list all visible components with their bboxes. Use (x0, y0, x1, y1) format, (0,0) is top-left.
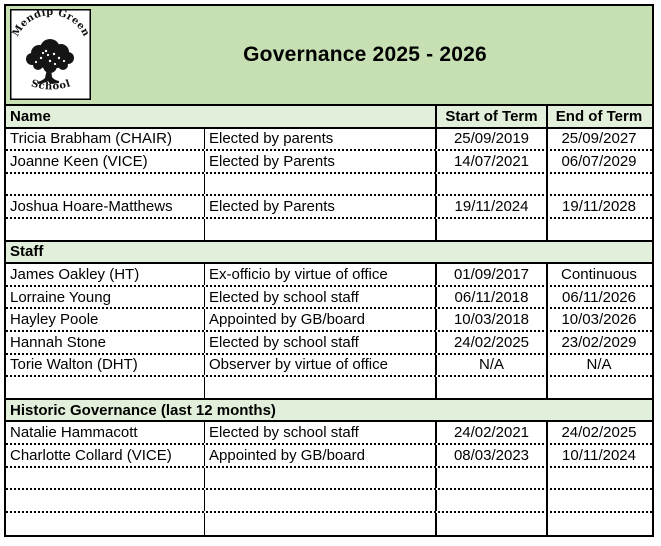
role-cell[interactable]: Elected by school staff (205, 331, 437, 353)
name-cell[interactable]: Tricia Brabham (CHAIR) (6, 128, 205, 150)
start-date-cell[interactable]: 08/03/2023 (437, 444, 548, 466)
start-date-cell[interactable] (437, 173, 548, 195)
table-row: James Oakley (HT) Ex-officio by virtue o… (6, 264, 652, 287)
end-date-cell[interactable] (548, 219, 650, 240)
table-row: Tricia Brabham (CHAIR) Elected by parent… (6, 128, 652, 152)
name-cell[interactable]: Joshua Hoare-Matthews (6, 196, 205, 217)
banner: Mendip Green School (6, 6, 652, 106)
start-date-cell[interactable] (437, 512, 548, 536)
name-cell[interactable] (6, 173, 205, 195)
table-header-row: Name Start of Term End of Term (6, 106, 652, 129)
role-cell[interactable] (205, 490, 437, 511)
start-date-cell[interactable]: 25/09/2019 (437, 128, 548, 150)
table-row-empty (6, 512, 652, 536)
end-date-cell[interactable] (548, 377, 650, 398)
role-cell[interactable]: Elected by Parents (205, 151, 437, 172)
section-label: Historic Governance (last 12 months) (10, 401, 276, 419)
start-date-cell[interactable] (437, 377, 548, 398)
table-row: Natalie Hammacott Elected by school staf… (6, 422, 652, 445)
end-date-cell[interactable] (548, 513, 650, 536)
start-date-cell[interactable]: N/A (437, 354, 548, 376)
table-row: Joshua Hoare-Matthews Elected by Parents… (6, 196, 652, 219)
table-row: Joanne Keen (VICE) Elected by Parents 14… (6, 151, 652, 174)
end-date-cell[interactable]: 06/07/2029 (561, 152, 637, 170)
end-date-cell[interactable] (548, 490, 650, 511)
name-cell[interactable]: James Oakley (HT) (6, 264, 205, 285)
end-date-cell[interactable]: 06/11/2026 (562, 288, 636, 306)
role-cell[interactable]: Appointed by GB/board (205, 309, 437, 330)
table-row: Hannah Stone Elected by school staff 24/… (6, 331, 652, 355)
role-cell[interactable]: Elected by school staff (205, 422, 437, 443)
name-cell[interactable] (6, 490, 205, 511)
start-date-cell[interactable]: 14/07/2021 (437, 151, 548, 172)
name-cell[interactable] (6, 218, 205, 240)
table-row-empty (6, 377, 652, 400)
role-cell[interactable]: Appointed by GB/board (205, 444, 437, 466)
end-date-cell[interactable]: N/A (586, 356, 612, 374)
table-row: Charlotte Collard (VICE) Appointed by GB… (6, 444, 652, 468)
role-cell[interactable] (205, 377, 437, 398)
table-row-empty (6, 467, 652, 491)
role-cell[interactable]: Elected by parents (205, 128, 437, 150)
role-cell[interactable]: Elected by school staff (205, 286, 437, 308)
role-cell[interactable]: Observer by virtue of office (205, 354, 437, 376)
name-cell[interactable] (6, 512, 205, 536)
end-date-cell[interactable]: 10/03/2026 (561, 311, 637, 329)
end-date-cell[interactable] (548, 174, 650, 195)
tree-icon (26, 39, 74, 84)
governance-sheet: Mendip Green School (4, 4, 654, 538)
table-row-empty (6, 490, 652, 513)
name-cell[interactable]: Natalie Hammacott (6, 422, 205, 443)
name-cell[interactable]: Hayley Poole (6, 309, 205, 330)
start-date-cell[interactable]: 10/03/2018 (437, 309, 548, 330)
start-date-cell[interactable] (437, 218, 548, 240)
role-cell[interactable]: Elected by Parents (205, 196, 437, 217)
name-cell[interactable] (6, 467, 205, 489)
table-row: Hayley Poole Appointed by GB/board 10/03… (6, 309, 652, 332)
role-cell[interactable] (205, 173, 437, 195)
role-cell[interactable] (205, 467, 437, 489)
end-date-cell[interactable]: Continuous (561, 265, 637, 283)
name-cell[interactable]: Joanne Keen (VICE) (6, 151, 205, 172)
name-cell[interactable]: Hannah Stone (6, 331, 205, 353)
section-label: Staff (10, 243, 44, 261)
column-header-name: Name (6, 106, 437, 127)
column-header-start: Start of Term (437, 106, 548, 127)
section-header-staff: Staff (6, 241, 652, 265)
end-date-cell[interactable]: 23/02/2029 (561, 333, 637, 351)
start-date-cell[interactable]: 19/11/2024 (437, 196, 548, 217)
end-date-cell[interactable]: 10/11/2024 (562, 446, 636, 464)
end-date-cell[interactable] (548, 468, 650, 489)
start-date-cell[interactable]: 24/02/2025 (437, 331, 548, 353)
name-cell[interactable]: Lorraine Young (6, 286, 205, 308)
section-header-historic: Historic Governance (last 12 months) (6, 399, 652, 423)
school-logo: Mendip Green School (10, 7, 91, 105)
name-cell[interactable]: Charlotte Collard (VICE) (6, 444, 205, 466)
end-date-cell[interactable]: 25/09/2027 (561, 130, 637, 148)
end-date-cell[interactable]: 24/02/2025 (561, 424, 637, 442)
table-row: Lorraine Young Elected by school staff 0… (6, 286, 652, 310)
name-cell[interactable] (6, 377, 205, 398)
table-row-empty (6, 218, 652, 242)
end-date-cell[interactable]: 19/11/2028 (562, 198, 636, 216)
start-date-cell[interactable]: 24/02/2021 (437, 422, 548, 443)
start-date-cell[interactable]: 06/11/2018 (437, 286, 548, 308)
role-cell[interactable] (205, 512, 437, 536)
start-date-cell[interactable]: 01/09/2017 (437, 264, 548, 285)
table-row-empty (6, 173, 652, 197)
role-cell[interactable]: Ex-officio by virtue of office (205, 264, 437, 285)
start-date-cell[interactable] (437, 490, 548, 511)
start-date-cell[interactable] (437, 467, 548, 489)
page-title: Governance 2025 - 2026 (243, 43, 487, 66)
role-cell[interactable] (205, 218, 437, 240)
name-cell[interactable]: Torie Walton (DHT) (6, 354, 205, 376)
table-row: Torie Walton (DHT) Observer by virtue of… (6, 354, 652, 378)
column-header-end: End of Term (555, 107, 643, 125)
